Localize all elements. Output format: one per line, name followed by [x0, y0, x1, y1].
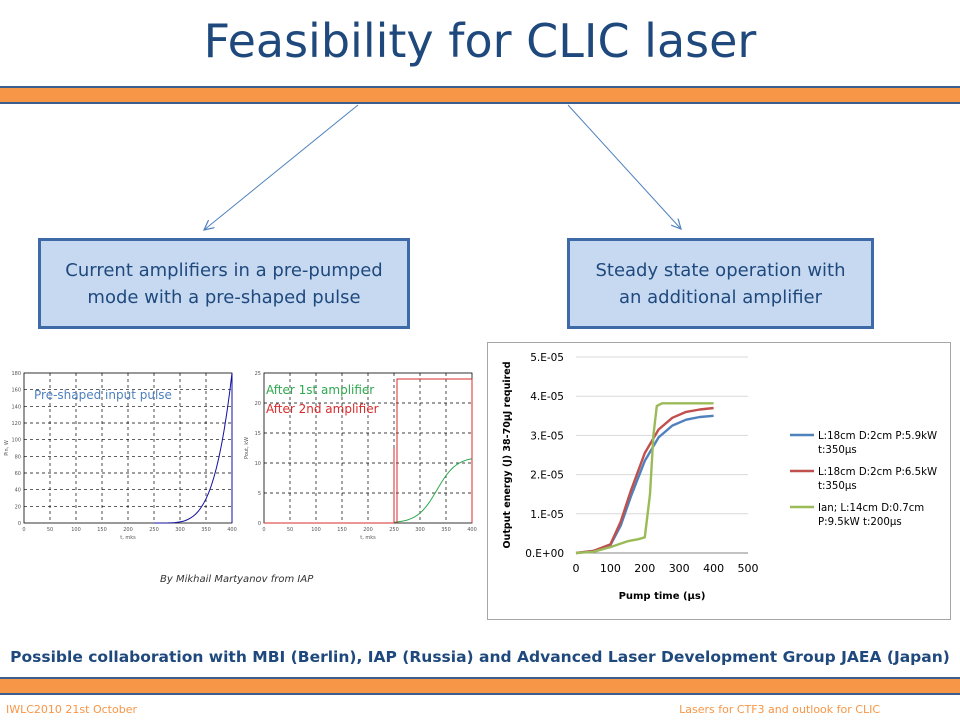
legend-entry-3: Ian; L:14cm D:0.7cm	[818, 503, 924, 514]
mini-plot-amplified: 0 50 100 150 200 250 300 350 400 0 5 10 15 20 25 t, mks…	[244, 371, 477, 540]
mini-x-label: t, mks	[360, 535, 376, 540]
mini-y-tick: 20	[255, 401, 261, 407]
credit-text: By Mikhail Martyanov from IAP	[160, 574, 314, 585]
mini-x-tick: 150	[97, 527, 107, 533]
mini-y-tick: 120	[11, 421, 21, 427]
legend-entry-3: P:9.5kW t:200µs	[818, 517, 902, 528]
box-current-amplifiers: Current amplifiers in a pre-pumped mode …	[38, 238, 410, 329]
mini-plot-left-label: Pre-shaped input pulse	[34, 388, 172, 402]
slide-title: Feasibility for CLIC laser	[203, 14, 757, 68]
mini-x-tick: 200	[363, 527, 373, 533]
footer-left: IWLC2010 21st October	[6, 703, 137, 716]
x-tick-label: 400	[703, 562, 724, 575]
mini-x-tick: 0	[22, 527, 25, 533]
mini-x-tick: 200	[123, 527, 133, 533]
footer-right: Lasers for CTF3 and outlook for CLIC	[679, 703, 880, 716]
mini-x-tick: 300	[415, 527, 425, 533]
legend-entry-2: t:350µs	[818, 481, 857, 492]
x-tick-label: 200	[634, 562, 655, 575]
legend-entry-2: L:18cm D:2cm P:6.5kW	[818, 467, 937, 478]
x-tick-label: 300	[669, 562, 690, 575]
mini-x-tick: 50	[47, 527, 53, 533]
y-axis-label: Output energy (J) 38-70µJ required	[502, 361, 513, 548]
y-tick-label: 0.E+00	[525, 548, 564, 560]
mini-y-tick: 0	[18, 521, 21, 527]
bottom-divider-bar	[0, 677, 960, 695]
input-pulse-curve	[154, 372, 233, 524]
mini-x-tick: 250	[389, 527, 399, 533]
mini-x-tick: 0	[262, 527, 265, 533]
x-axis-label: Pump time (µs)	[619, 591, 706, 602]
box-steady-state-text: Steady state operation with an additiona…	[595, 259, 846, 308]
x-tick-label: 100	[600, 562, 621, 575]
mini-y-tick: 10	[255, 461, 261, 467]
mini-plot-right-label-1: After 1st amplifier	[266, 383, 375, 397]
mini-plot-right-label-2: After 2nd amplifier	[266, 402, 379, 416]
mini-x-tick: 100	[71, 527, 81, 533]
output-energy-chart: 0.E+00 1.E-05 2.E-05 3.E-05 4.E-05 5.E-05 0 100…	[502, 352, 937, 602]
x-tick-label: 500	[738, 562, 759, 575]
y-tick-label: 2.E-05	[530, 470, 564, 482]
mini-x-tick: 50	[287, 527, 293, 533]
mini-y-tick: 25	[255, 371, 261, 377]
series-line-3	[575, 402, 714, 555]
arrows-layer	[0, 104, 960, 240]
y-tick-label: 5.E-05	[530, 352, 564, 364]
mini-x-tick: 400	[467, 527, 477, 533]
mini-x-label: t, mks	[120, 535, 136, 540]
y-tick-label: 1.E-05	[530, 509, 564, 521]
y-tick-label: 3.E-05	[530, 430, 564, 442]
mini-y-label: Pout, kW	[244, 437, 250, 459]
y-tick-label: 4.E-05	[530, 391, 564, 403]
mini-y-tick: 140	[11, 404, 21, 410]
mini-x-tick: 350	[441, 527, 451, 533]
mini-y-tick: 160	[11, 388, 21, 394]
mini-x-tick: 350	[201, 527, 211, 533]
x-tick-label: 0	[573, 562, 580, 575]
box-steady-state: Steady state operation with an additiona…	[567, 238, 874, 329]
arrow-left	[204, 104, 359, 230]
mini-y-tick: 180	[11, 371, 21, 377]
mini-y-tick: 100	[11, 438, 21, 444]
series-line-2	[575, 406, 714, 555]
mini-x-tick: 400	[227, 527, 237, 533]
legend-entry-1: L:18cm D:2cm P:5.9kW	[818, 431, 937, 442]
mini-plot-input-pulse: 0 50 100 150 200 250 300 350 400 0 20 40 60 80 100 120 1…	[4, 371, 237, 540]
mini-y-tick: 15	[255, 431, 261, 437]
mini-y-label: Pin, W	[4, 440, 10, 456]
mini-y-tick: 80	[15, 454, 21, 460]
mini-x-tick: 250	[149, 527, 159, 533]
first-amplifier-curve	[393, 458, 473, 523]
second-amplifier-curve	[264, 378, 473, 524]
mini-x-tick: 300	[175, 527, 185, 533]
legend-entry-1: t:350µs	[818, 445, 857, 456]
mini-y-tick: 0	[258, 521, 261, 527]
mini-y-tick: 40	[15, 488, 21, 494]
chart-frame: 0.E+00 1.E-05 2.E-05 3.E-05 4.E-05 5.E-05 0 100…	[487, 342, 951, 620]
mini-y-tick: 60	[15, 471, 21, 477]
mini-y-tick: 5	[258, 491, 261, 497]
arrow-right	[567, 104, 681, 229]
collaboration-text: Possible collaboration with MBI (Berlin)…	[10, 648, 950, 666]
box-current-amplifiers-text: Current amplifiers in a pre-pumped mode …	[65, 259, 383, 308]
mini-x-tick: 150	[337, 527, 347, 533]
top-divider-bar	[0, 86, 960, 104]
mini-x-tick: 100	[311, 527, 321, 533]
mini-y-tick: 20	[15, 504, 21, 510]
